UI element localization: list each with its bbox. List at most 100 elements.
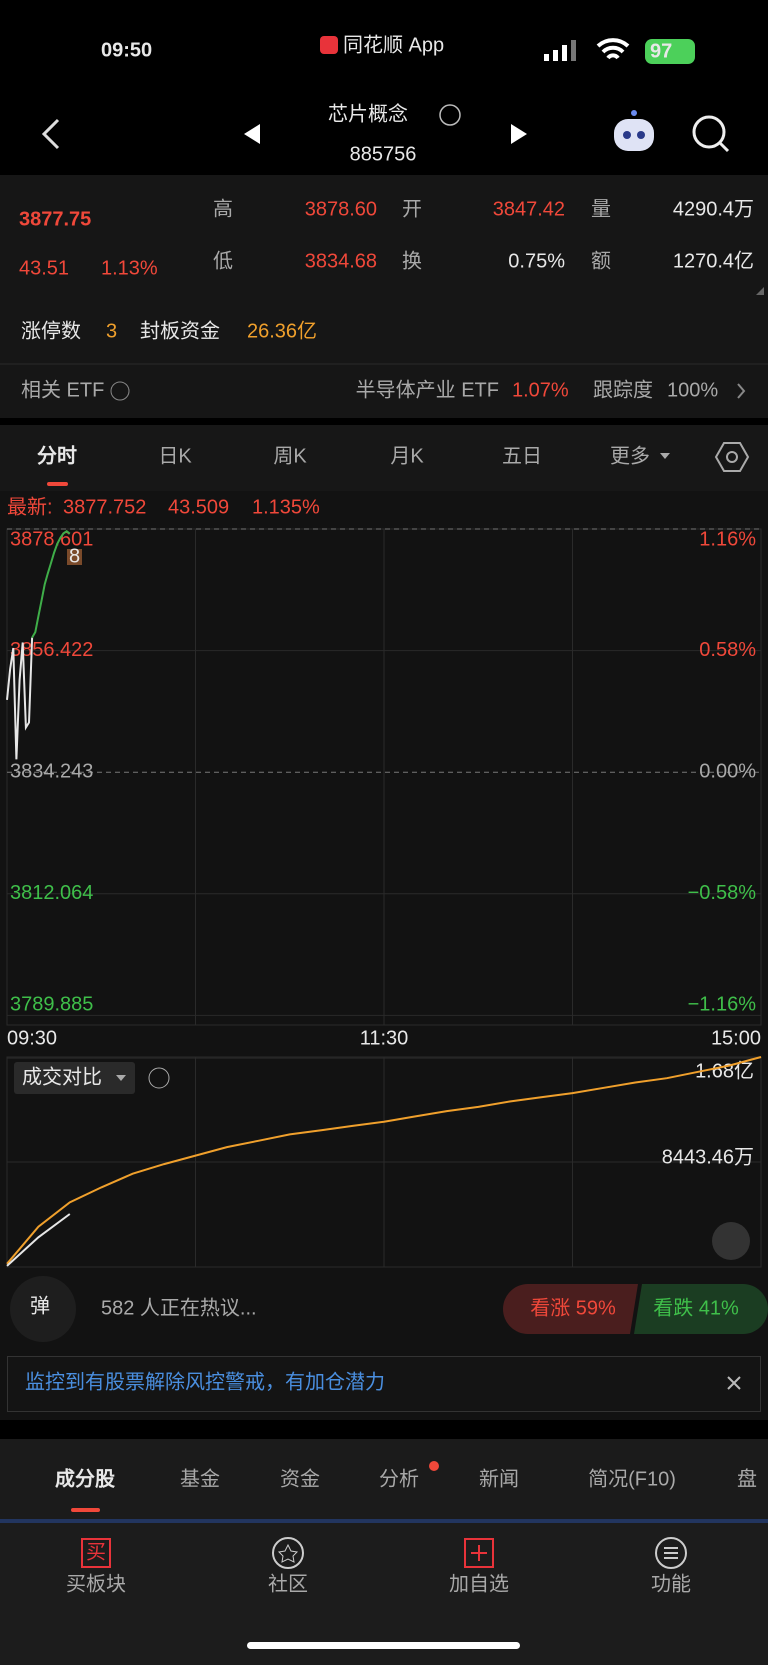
- intraday-chart: 3878.601 1.16%3856.422 0.58%3834.243 0.00%3…: [6, 528, 762, 1049]
- gap: [0, 1420, 768, 1439]
- y2-tick-label: −0.58%: [688, 882, 757, 904]
- battery-level: 97: [650, 40, 672, 62]
- discussion-text[interactable]: 582 人正在热议...: [101, 1296, 257, 1319]
- stat-value: 3878.60: [305, 198, 377, 220]
- banner-text: 监控到有股票解除风控警戒，有加仓潜力: [25, 1370, 385, 1393]
- settings-dot: [726, 451, 738, 463]
- price-line: [31, 529, 71, 639]
- tab-indicator: [47, 482, 68, 486]
- star: [277, 1543, 299, 1563]
- period-tab[interactable]: 周K: [273, 445, 307, 467]
- latest-pct: 1.135%: [252, 496, 320, 518]
- fund-label: 封板资金: [140, 319, 220, 342]
- change: 43.51: [19, 257, 69, 279]
- fund-value: 26.36亿: [247, 319, 317, 342]
- section-tab[interactable]: 简况(F10): [588, 1467, 676, 1490]
- stat-label: 换: [402, 249, 422, 272]
- x-tick-label: 09:30: [7, 1027, 57, 1049]
- limit-label: 涨停数: [21, 319, 81, 342]
- bull-button[interactable]: [503, 1284, 638, 1334]
- code: 885756: [350, 143, 417, 165]
- menu: [664, 1547, 678, 1559]
- period-tab[interactable]: 分时: [37, 444, 77, 467]
- y-tick-label: 1.68亿: [695, 1059, 754, 1082]
- nav-label[interactable]: 加自选: [449, 1572, 509, 1595]
- danmu-icon: 弹: [30, 1294, 50, 1317]
- section-tab[interactable]: 新闻: [479, 1467, 519, 1490]
- price: 3877.75: [19, 208, 91, 230]
- y2-tick-label: −1.16%: [688, 994, 757, 1016]
- tab-indicator: [71, 1508, 100, 1512]
- bear-button[interactable]: [634, 1284, 768, 1334]
- help-icon[interactable]: [110, 381, 130, 401]
- y-tick-label: 3878.601: [10, 528, 93, 550]
- badge: [429, 1461, 439, 1471]
- nav-icon: [272, 1537, 304, 1569]
- section-tab[interactable]: 基金: [180, 1467, 220, 1490]
- help-icon[interactable]: [148, 1067, 170, 1089]
- y2-tick-label: 1.16%: [699, 528, 756, 550]
- stat-value: 4290.4万: [673, 198, 754, 220]
- time: 09:50: [101, 39, 152, 61]
- settings-button[interactable]: [714, 442, 750, 472]
- bull-text: 看涨 59%: [530, 1296, 616, 1319]
- period-tab[interactable]: 更多: [610, 444, 650, 467]
- expand-button[interactable]: [712, 1222, 750, 1260]
- x-tick-label: 15:00: [711, 1027, 761, 1049]
- danmu-button[interactable]: [10, 1276, 76, 1342]
- quote-panel: [0, 175, 768, 418]
- section-tab[interactable]: 资金: [280, 1467, 320, 1490]
- tracking-label: 跟踪度: [593, 378, 653, 401]
- tabs-panel: [0, 425, 768, 491]
- banner[interactable]: [7, 1356, 761, 1412]
- app-name: 同花顺 App: [343, 33, 444, 56]
- nav-label[interactable]: 社区: [268, 1572, 308, 1595]
- change-pct: 1.13%: [101, 257, 158, 279]
- stat-value: 3847.42: [493, 198, 565, 220]
- y2-tick-label: 0.00%: [699, 760, 756, 782]
- y-tick-label: 3812.064: [10, 882, 93, 904]
- dropdown: [116, 1075, 126, 1081]
- nav-label[interactable]: 买板块: [66, 1572, 126, 1595]
- signal: [544, 40, 576, 61]
- section-tab[interactable]: 盘: [737, 1467, 757, 1490]
- nav-icon: [464, 1538, 494, 1568]
- section-tab[interactable]: 分析: [379, 1467, 419, 1490]
- y2-tick-label: 0.58%: [699, 639, 756, 661]
- section-tab[interactable]: 成分股: [55, 1466, 115, 1490]
- stat-value: 1270.4亿: [673, 249, 754, 272]
- corner: [756, 287, 764, 295]
- latest-label: 最新:: [7, 495, 53, 518]
- nav-icon: [655, 1537, 687, 1569]
- nav-icon: [81, 1538, 111, 1568]
- y-tick-label: 3789.885: [10, 994, 93, 1016]
- period-tab[interactable]: 五日: [502, 445, 542, 467]
- close-button[interactable]: [727, 1376, 741, 1390]
- prev-button[interactable]: [244, 124, 260, 144]
- stat-label: 低: [213, 249, 233, 272]
- period-tab[interactable]: 月K: [390, 445, 424, 467]
- back-button[interactable]: [41, 118, 60, 150]
- title: 芯片概念: [328, 101, 408, 125]
- next-button[interactable]: [511, 124, 527, 144]
- limit-count: 3: [106, 320, 117, 342]
- volume-chart: 1.68亿 8443.46万: [6, 1056, 762, 1268]
- price-line: [6, 637, 34, 760]
- dropdown: [660, 453, 670, 459]
- tracking-value: 100%: [667, 379, 718, 401]
- marker: 8: [69, 545, 80, 567]
- search-button[interactable]: [692, 115, 730, 153]
- info-icon[interactable]: [439, 104, 461, 126]
- etf-label: 相关 ETF: [21, 378, 104, 401]
- nav-label[interactable]: 功能: [651, 1572, 691, 1595]
- volume-line: [6, 1056, 762, 1265]
- compare-dropdown[interactable]: [14, 1062, 135, 1094]
- etf-name[interactable]: 半导体产业 ETF: [356, 378, 499, 401]
- period-tab[interactable]: 日K: [158, 445, 192, 467]
- marker-box: [67, 549, 82, 565]
- home-indicator: [247, 1642, 520, 1649]
- stat-value: 0.75%: [508, 250, 565, 272]
- robot-icon[interactable]: [614, 110, 654, 151]
